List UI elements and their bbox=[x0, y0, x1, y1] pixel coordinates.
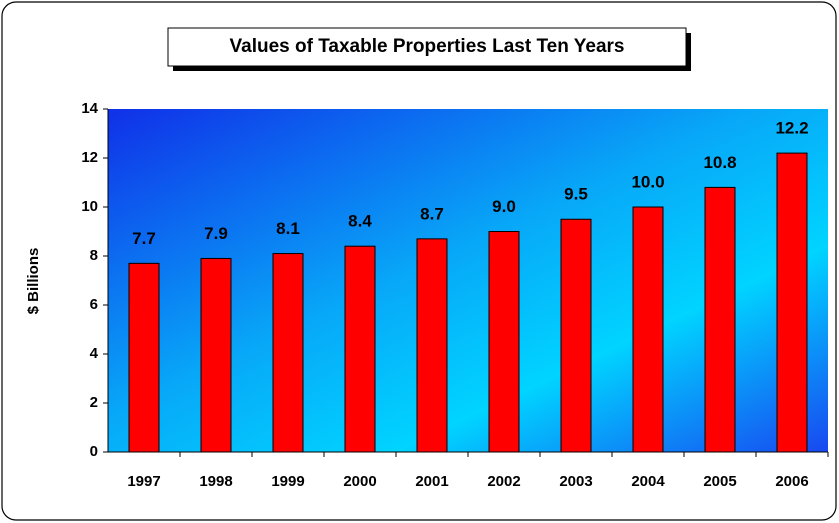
bar bbox=[200, 257, 232, 453]
y-tick-label: 12 bbox=[81, 149, 98, 166]
y-tick-label: 4 bbox=[90, 345, 99, 362]
bar bbox=[632, 206, 664, 453]
x-tick-label: 2003 bbox=[559, 473, 592, 490]
data-label: 9.0 bbox=[492, 197, 516, 216]
bar bbox=[560, 218, 592, 453]
chart-title: Values of Taxable Properties Last Ten Ye… bbox=[230, 36, 625, 57]
data-label: 10.0 bbox=[631, 172, 664, 191]
bar bbox=[776, 152, 808, 453]
bar bbox=[416, 238, 448, 453]
bar bbox=[704, 186, 736, 453]
x-tick-label: 2004 bbox=[631, 473, 665, 490]
data-label: 10.8 bbox=[703, 153, 736, 172]
data-label: 8.7 bbox=[420, 204, 444, 223]
y-tick-label: 2 bbox=[90, 394, 98, 411]
y-tick-label: 0 bbox=[90, 443, 98, 460]
bar bbox=[344, 245, 376, 453]
x-tick-label: 1998 bbox=[199, 473, 232, 490]
x-tick-label: 2005 bbox=[703, 473, 736, 490]
data-label: 8.1 bbox=[276, 219, 300, 238]
y-tick-label: 6 bbox=[90, 296, 98, 313]
x-tick-label: 1999 bbox=[271, 473, 304, 490]
y-tick-label: 8 bbox=[90, 247, 98, 264]
x-tick-label: 2002 bbox=[487, 473, 520, 490]
data-label: 7.9 bbox=[204, 224, 228, 243]
data-label: 8.4 bbox=[348, 212, 372, 231]
y-axis-label: $ Billions bbox=[25, 248, 42, 315]
data-label: 7.7 bbox=[132, 229, 156, 248]
y-tick-label: 14 bbox=[81, 100, 98, 117]
x-tick-label: 2006 bbox=[775, 473, 808, 490]
x-tick-label: 2001 bbox=[415, 473, 448, 490]
title-box bbox=[167, 27, 687, 67]
x-tick-label: 1997 bbox=[127, 473, 160, 490]
bar bbox=[128, 262, 160, 453]
data-label: 12.2 bbox=[775, 119, 808, 138]
data-label: 9.5 bbox=[564, 185, 588, 204]
bar bbox=[488, 231, 520, 453]
y-tick-label: 10 bbox=[81, 198, 98, 215]
bar bbox=[272, 253, 304, 453]
x-tick-label: 2000 bbox=[343, 473, 376, 490]
